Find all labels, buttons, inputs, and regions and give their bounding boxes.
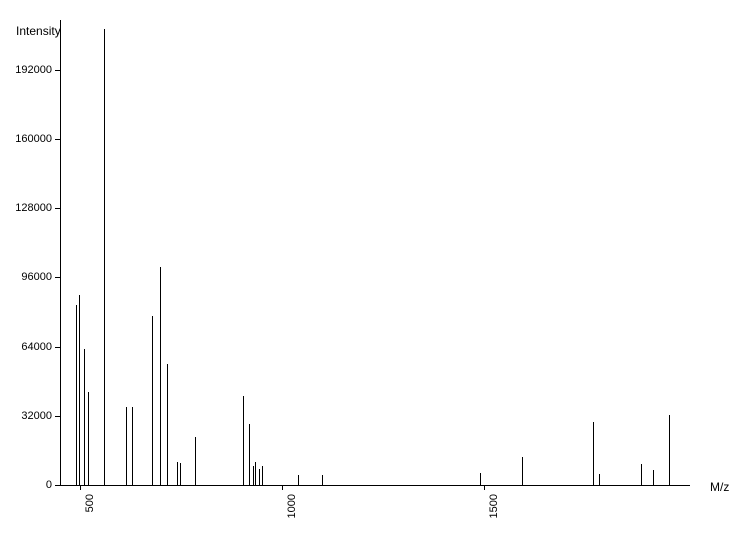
spectrum-peak bbox=[259, 469, 260, 485]
y-tick bbox=[55, 485, 60, 486]
spectrum-peak bbox=[669, 415, 670, 485]
spectrum-peak bbox=[253, 466, 254, 485]
y-axis bbox=[60, 20, 61, 485]
y-tick bbox=[55, 277, 60, 278]
spectrum-peak bbox=[76, 305, 77, 485]
spectrum-peak bbox=[79, 295, 80, 485]
spectrum-peak bbox=[255, 462, 256, 485]
x-tick-label: 1500 bbox=[488, 494, 500, 518]
spectrum-peak bbox=[298, 475, 299, 485]
x-tick bbox=[484, 485, 485, 490]
y-tick bbox=[55, 416, 60, 417]
spectrum-peak bbox=[599, 474, 600, 485]
y-tick bbox=[55, 208, 60, 209]
x-tick bbox=[80, 485, 81, 490]
spectrum-peak bbox=[152, 316, 153, 485]
spectrum-peak bbox=[195, 437, 196, 485]
y-tick-label: 96000 bbox=[21, 271, 52, 283]
spectrum-peak bbox=[653, 470, 654, 485]
spectrum-peak bbox=[641, 464, 642, 485]
y-tick bbox=[55, 70, 60, 71]
spectrum-peak bbox=[132, 407, 133, 485]
y-tick-label: 160000 bbox=[15, 133, 52, 145]
y-tick-label: 0 bbox=[46, 479, 52, 491]
y-axis-title: Intensity bbox=[16, 24, 61, 38]
spectrum-peak bbox=[593, 422, 594, 485]
mass-spectrum-chart: Intensity M/z 0 32000 64000 96000 128000 1600… bbox=[0, 0, 750, 540]
x-axis bbox=[60, 485, 690, 486]
spectrum-peak bbox=[177, 462, 178, 485]
y-tick bbox=[55, 139, 60, 140]
y-tick-label: 64000 bbox=[21, 341, 52, 353]
spectrum-peak bbox=[522, 457, 523, 485]
spectrum-peak bbox=[104, 29, 105, 485]
spectrum-peak bbox=[243, 396, 244, 485]
x-tick-label: 1000 bbox=[286, 494, 298, 518]
spectrum-peak bbox=[480, 473, 481, 485]
y-tick-label: 128000 bbox=[15, 202, 52, 214]
spectrum-peak bbox=[84, 349, 85, 485]
x-tick bbox=[282, 485, 283, 490]
spectrum-peak bbox=[88, 392, 89, 485]
spectrum-peak bbox=[160, 267, 161, 485]
y-tick bbox=[55, 347, 60, 348]
y-tick-label: 32000 bbox=[21, 410, 52, 422]
spectrum-peak bbox=[126, 407, 127, 485]
spectrum-peak bbox=[322, 475, 323, 485]
spectrum-peak bbox=[249, 424, 250, 485]
spectrum-peak bbox=[262, 466, 263, 485]
x-tick-label: 500 bbox=[84, 494, 96, 512]
y-tick-label: 192000 bbox=[15, 64, 52, 76]
spectrum-peak bbox=[180, 463, 181, 485]
spectrum-peak bbox=[167, 364, 168, 485]
x-axis-title: M/z bbox=[710, 480, 729, 494]
